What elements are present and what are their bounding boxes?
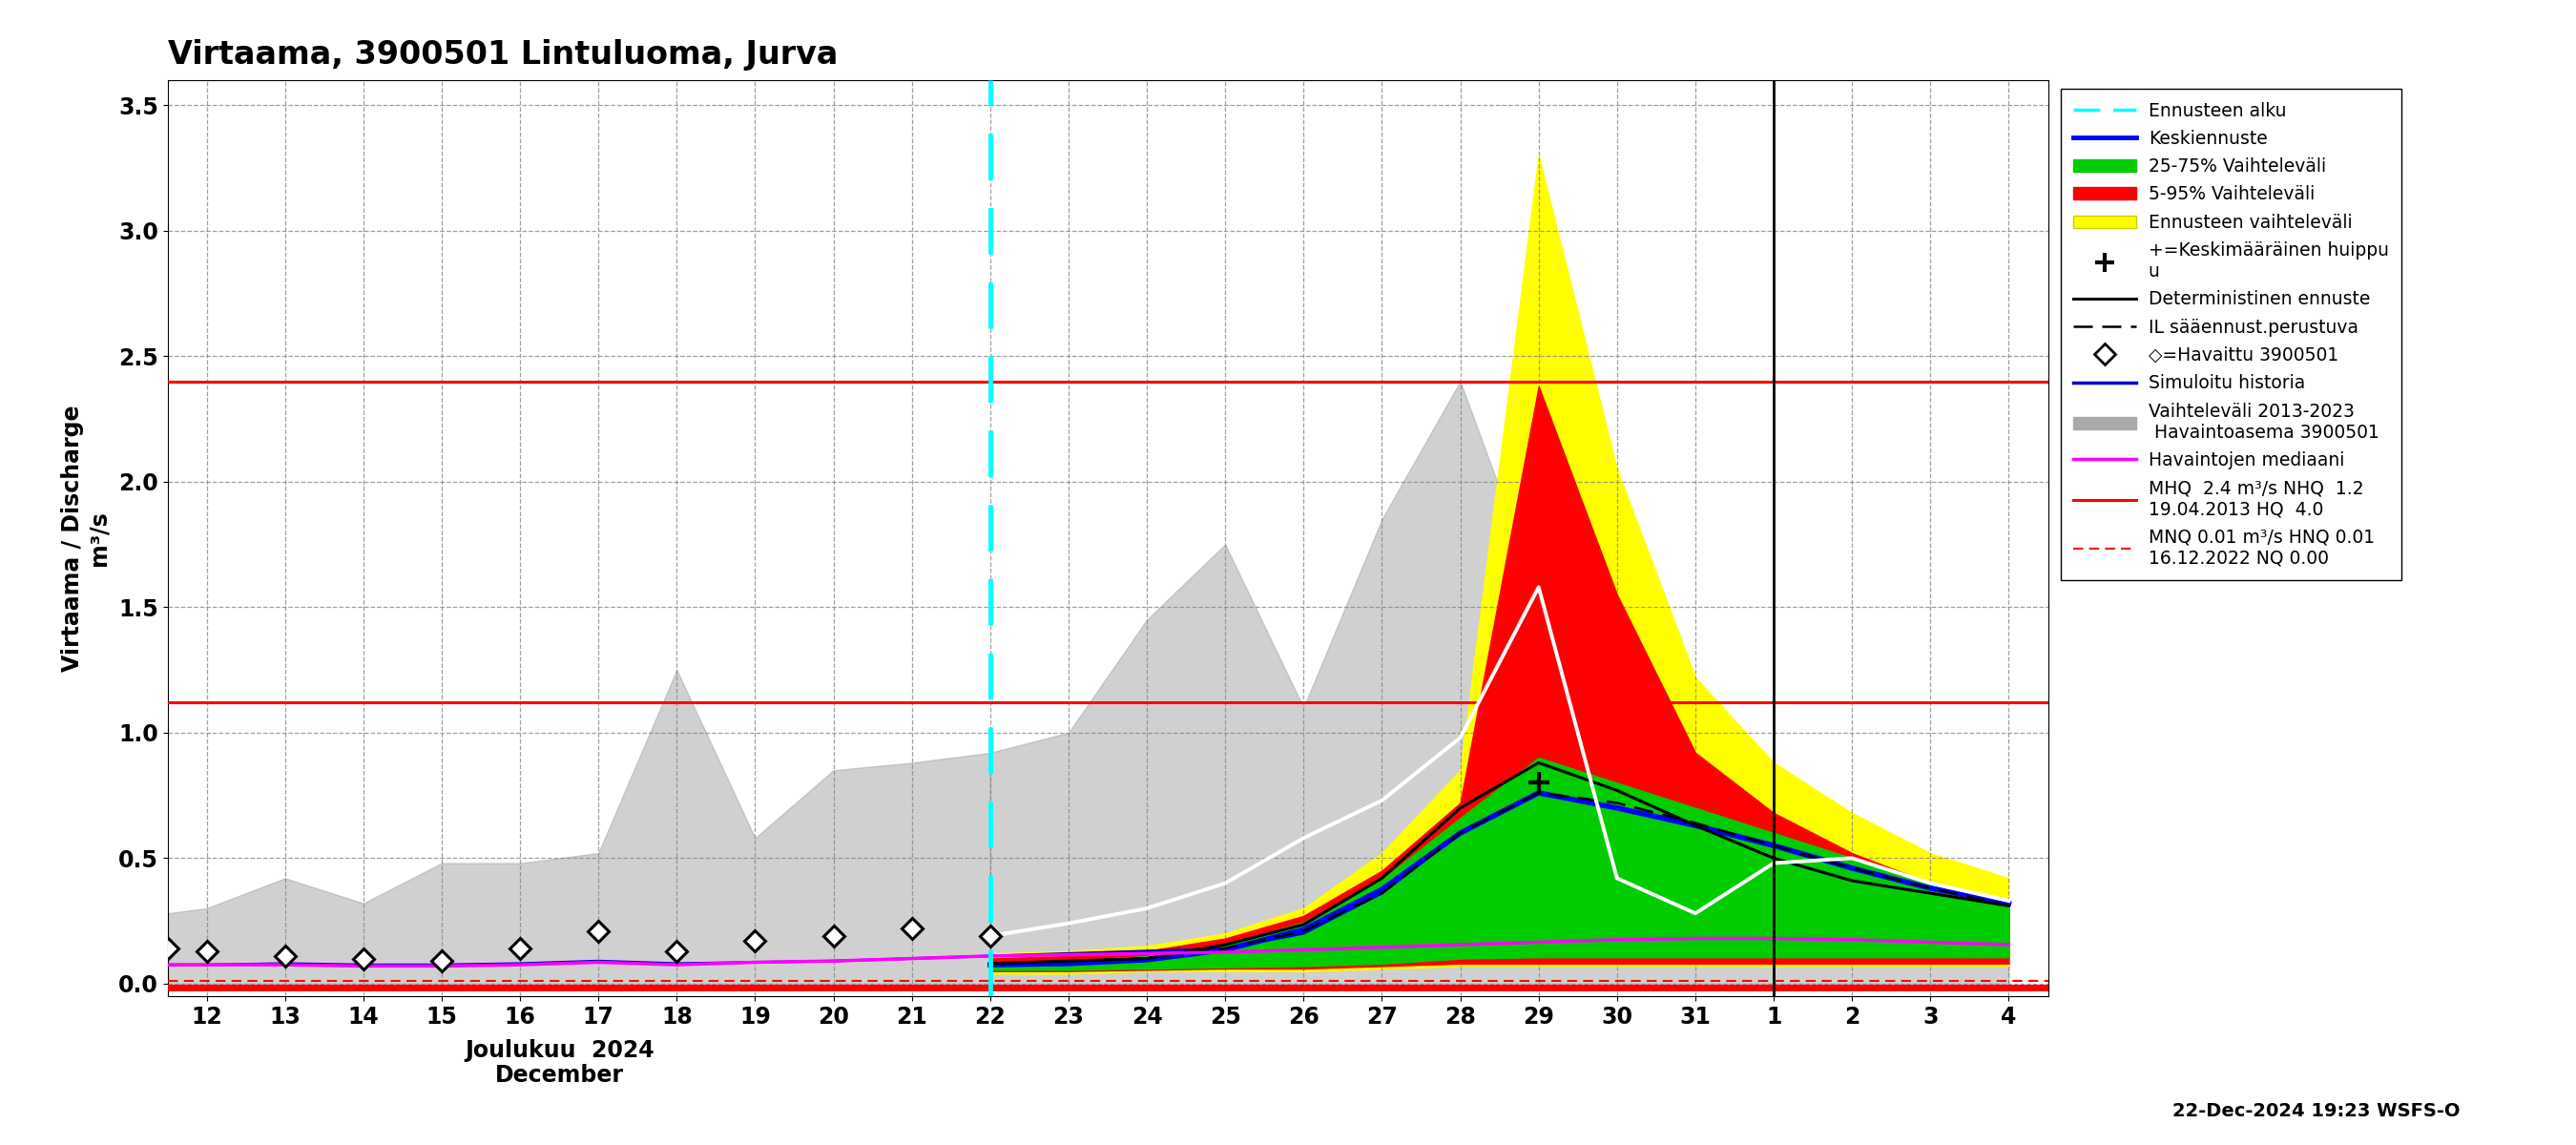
Text: Joulukuu  2024: Joulukuu 2024 [464,1039,654,1061]
Text: Virtaama, 3900501 Lintuluoma, Jurva: Virtaama, 3900501 Lintuluoma, Jurva [167,39,837,71]
Text: 22-Dec-2024 19:23 WSFS-O: 22-Dec-2024 19:23 WSFS-O [2172,1101,2460,1120]
Y-axis label: Virtaama / Discharge
m³/s: Virtaama / Discharge m³/s [62,405,111,671]
Text: December: December [495,1064,623,1087]
Legend: Ennusteen alku, Keskiennuste, 25-75% Vaihteleväli, 5-95% Vaihteleväli, Ennusteen: Ennusteen alku, Keskiennuste, 25-75% Vai… [2061,89,2401,579]
